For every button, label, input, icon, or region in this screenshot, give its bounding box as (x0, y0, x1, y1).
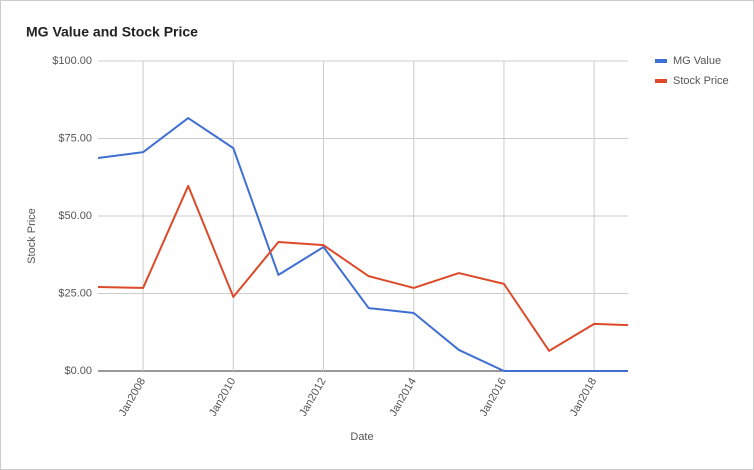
legend-label: Stock Price (673, 75, 729, 87)
y-axis-title: Stock Price (26, 208, 38, 264)
series-line (97, 117, 628, 372)
series-line (97, 184, 629, 352)
legend-swatch (655, 59, 667, 63)
y-tick-label: $25.00 (58, 287, 92, 299)
legend-swatch (655, 79, 667, 83)
y-tick-label: $50.00 (58, 210, 92, 222)
y-tick-label: $100.00 (52, 55, 92, 67)
x-axis-title: Date (350, 431, 373, 443)
chart-title: MG Value and Stock Price (26, 24, 198, 40)
legend-label: MG Value (673, 55, 721, 67)
y-tick-label: $75.00 (58, 132, 92, 144)
y-tick-label: $0.00 (64, 365, 92, 377)
